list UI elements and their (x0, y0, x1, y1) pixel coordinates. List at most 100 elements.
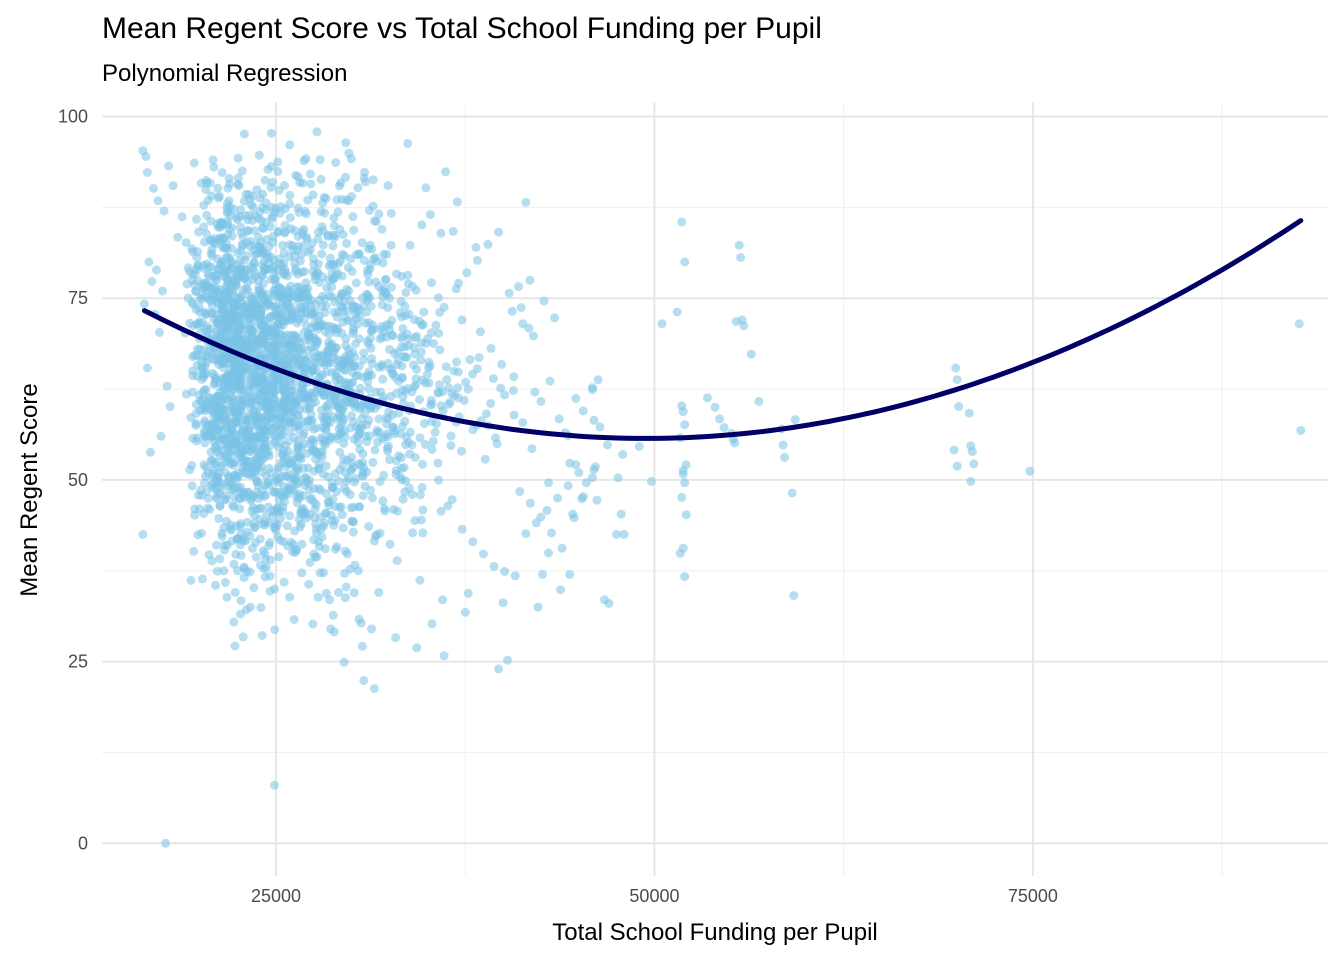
data-point (255, 534, 265, 544)
data-point (318, 469, 328, 479)
y-axis-title: Mean Regent Score (16, 383, 43, 596)
data-point (321, 301, 331, 311)
data-point (254, 431, 263, 441)
data-point (494, 664, 504, 674)
data-point (271, 379, 281, 389)
data-point (222, 440, 232, 450)
data-point (149, 184, 158, 193)
data-point (312, 552, 322, 562)
data-point (278, 240, 288, 250)
data-point (307, 362, 317, 372)
data-point (364, 277, 374, 287)
data-point (197, 574, 207, 584)
data-point (255, 193, 265, 203)
data-point (254, 150, 264, 160)
data-point (416, 347, 426, 357)
data-point (240, 255, 250, 265)
data-point (329, 627, 339, 637)
data-point (593, 375, 603, 385)
data-point (147, 277, 157, 286)
data-point (287, 354, 297, 364)
data-point (212, 566, 222, 576)
chart-title: Mean Regent Score vs Total School Fundin… (102, 12, 822, 45)
data-point (334, 587, 344, 597)
data-point (249, 406, 259, 416)
data-point (472, 255, 482, 265)
data-point (348, 212, 358, 222)
data-point (292, 463, 302, 473)
data-point (224, 326, 234, 336)
data-point (325, 595, 335, 605)
data-point (789, 591, 799, 600)
data-point (503, 655, 513, 665)
data-point (236, 205, 246, 215)
data-point (215, 501, 225, 511)
data-point (378, 374, 388, 384)
data-point (173, 232, 183, 242)
data-point (256, 603, 266, 613)
data-point (401, 288, 411, 297)
data-point (204, 347, 213, 357)
data-point (442, 375, 452, 385)
data-point (250, 323, 260, 333)
data-point (405, 240, 415, 250)
data-point (359, 348, 369, 358)
data-point (219, 566, 229, 576)
data-point (250, 259, 259, 268)
data-point (634, 442, 644, 451)
data-point (299, 156, 309, 166)
data-point (258, 485, 268, 495)
data-point (386, 208, 396, 218)
data-point (208, 479, 218, 488)
data-point (317, 532, 327, 542)
data-point (258, 374, 268, 384)
data-point (233, 153, 243, 163)
data-point (680, 257, 690, 267)
data-point (528, 331, 538, 341)
data-point (452, 357, 462, 367)
data-point (238, 241, 248, 251)
data-point (252, 249, 262, 258)
data-point (238, 632, 248, 642)
data-point (341, 138, 351, 148)
data-point (319, 568, 328, 578)
data-point (371, 277, 381, 287)
data-point (461, 377, 471, 387)
data-point (411, 374, 421, 384)
data-point (468, 369, 477, 379)
data-point (385, 539, 395, 549)
data-point (295, 366, 305, 376)
data-point (364, 205, 374, 215)
data-point (377, 300, 387, 310)
data-point (578, 406, 588, 416)
data-point (273, 166, 283, 176)
data-point (434, 328, 444, 338)
data-point (276, 487, 286, 497)
data-point (217, 323, 227, 333)
data-point (307, 323, 317, 333)
data-point (249, 583, 259, 593)
data-point (398, 331, 408, 341)
data-point (201, 185, 211, 195)
data-point (496, 383, 506, 393)
data-point (340, 593, 350, 603)
data-point (356, 618, 366, 628)
data-point (949, 445, 959, 455)
data-point (439, 651, 449, 661)
data-point (480, 454, 490, 464)
data-point (227, 479, 237, 489)
data-point (444, 399, 454, 409)
data-point (298, 227, 308, 237)
data-point (257, 321, 267, 331)
data-point (208, 155, 218, 165)
data-point (435, 345, 445, 355)
data-point (951, 363, 961, 373)
data-point (244, 189, 254, 199)
data-point (498, 598, 508, 608)
data-point (270, 207, 280, 217)
data-point (550, 313, 560, 323)
data-point (293, 172, 303, 182)
data-point (305, 169, 315, 179)
data-point (351, 371, 361, 381)
data-point (155, 327, 164, 337)
